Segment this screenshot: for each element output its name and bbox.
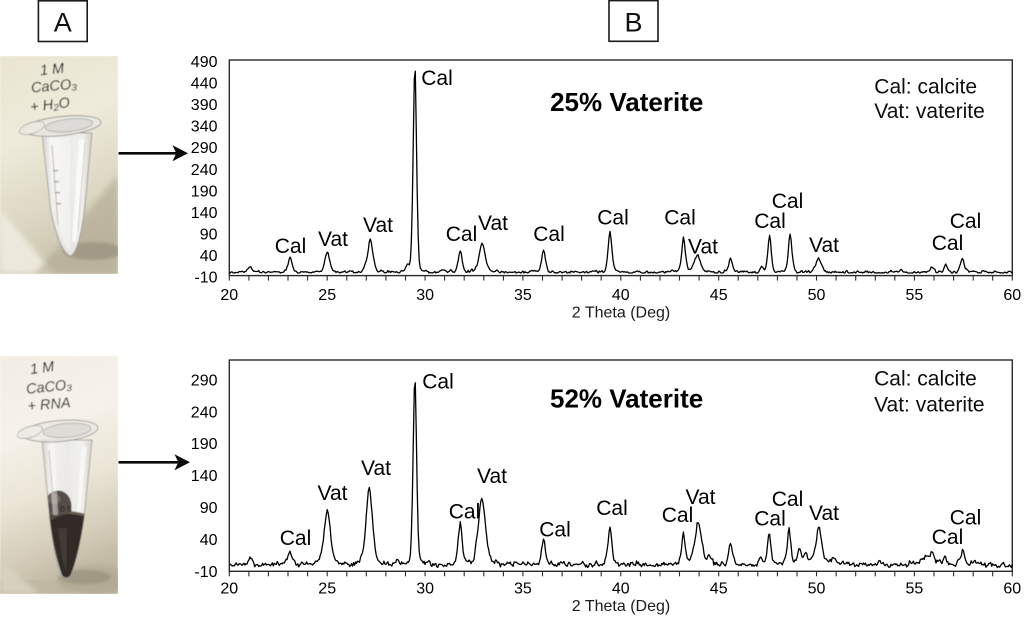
- svg-text:Vat: Vat: [361, 457, 391, 480]
- svg-text:45: 45: [710, 581, 728, 598]
- svg-text:Vat: Vat: [318, 228, 348, 251]
- svg-text:CaCO₃: CaCO₃: [25, 377, 73, 398]
- svg-text:Cal: Cal: [754, 210, 786, 233]
- svg-text:A: A: [54, 8, 72, 38]
- svg-text:CaCO₃: CaCO₃: [30, 77, 78, 97]
- svg-text:25: 25: [318, 287, 336, 304]
- svg-text:Vat: Vat: [363, 214, 393, 237]
- svg-text:Cal: Cal: [275, 235, 307, 258]
- svg-text:Vat: Vat: [809, 234, 839, 257]
- svg-text:Cal: Cal: [449, 500, 481, 523]
- svg-text:490: 490: [191, 54, 218, 71]
- svg-text:55: 55: [906, 581, 924, 598]
- svg-text:40: 40: [200, 532, 218, 549]
- svg-text:Vat: Vat: [809, 502, 839, 525]
- svg-text:440: 440: [191, 76, 218, 93]
- svg-text:Cal: Cal: [539, 519, 571, 542]
- svg-text:20: 20: [220, 287, 238, 304]
- svg-text:Cal: Cal: [664, 206, 696, 229]
- svg-text:Cal: calcite: Cal: calcite: [874, 368, 977, 391]
- svg-text:0.5: 0.5: [60, 504, 72, 514]
- svg-text:Cal: Cal: [597, 206, 629, 229]
- svg-text:25: 25: [318, 581, 336, 598]
- svg-text:45: 45: [710, 287, 728, 304]
- svg-text:50: 50: [808, 581, 826, 598]
- svg-text:Cal: Cal: [772, 488, 804, 511]
- svg-text:290: 290: [191, 140, 218, 157]
- svg-text:Cal: Cal: [422, 370, 454, 393]
- svg-text:20: 20: [220, 581, 238, 598]
- svg-text:Vat: Vat: [688, 235, 718, 258]
- svg-text:50: 50: [808, 287, 826, 304]
- svg-text:Cal: Cal: [662, 504, 694, 527]
- svg-text:Cal: Cal: [932, 526, 964, 549]
- svg-text:Cal: Cal: [950, 506, 982, 529]
- svg-text:Cal: Cal: [533, 223, 565, 246]
- svg-text:-10: -10: [194, 564, 217, 581]
- svg-text:1 M: 1 M: [39, 61, 66, 80]
- svg-text:240: 240: [191, 404, 218, 421]
- svg-text:Vat: Vat: [686, 486, 716, 509]
- svg-text:40: 40: [612, 581, 630, 598]
- svg-text:Cal: Cal: [772, 190, 804, 213]
- svg-text:140: 140: [191, 468, 218, 485]
- svg-text:Vat: Vat: [477, 465, 507, 488]
- svg-text:140: 140: [191, 205, 218, 222]
- svg-text:30: 30: [416, 581, 434, 598]
- svg-text:2 Theta (Deg): 2 Theta (Deg): [572, 598, 670, 615]
- svg-text:+ H₂O: + H₂O: [29, 95, 70, 116]
- svg-text:30: 30: [416, 287, 434, 304]
- svg-text:-10: -10: [194, 270, 217, 287]
- svg-text:190: 190: [191, 183, 218, 200]
- svg-text:35: 35: [514, 581, 532, 598]
- svg-text:55: 55: [906, 287, 924, 304]
- svg-text:290: 290: [191, 372, 218, 389]
- svg-text:40: 40: [612, 287, 630, 304]
- svg-text:90: 90: [200, 227, 218, 244]
- svg-text:Cal: calcite: Cal: calcite: [874, 76, 977, 99]
- svg-text:35: 35: [514, 287, 532, 304]
- svg-text:Cal: Cal: [421, 67, 453, 90]
- svg-text:40: 40: [200, 248, 218, 265]
- svg-text:Cal: Cal: [754, 507, 786, 530]
- svg-text:2 Theta (Deg): 2 Theta (Deg): [572, 305, 670, 322]
- svg-text:1 M: 1 M: [29, 359, 56, 378]
- svg-text:190: 190: [191, 436, 218, 453]
- svg-text:B: B: [624, 8, 642, 38]
- svg-text:90: 90: [200, 500, 218, 517]
- svg-text:Cal: Cal: [446, 223, 478, 246]
- svg-text:60: 60: [1003, 581, 1021, 598]
- svg-text:Cal: Cal: [932, 232, 964, 255]
- svg-text:Vat: Vat: [478, 212, 508, 235]
- svg-text:Vat: vaterite: Vat: vaterite: [874, 100, 985, 123]
- svg-text:+ RNA: + RNA: [27, 395, 71, 415]
- svg-text:Cal: Cal: [280, 527, 312, 550]
- svg-text:390: 390: [191, 97, 218, 114]
- svg-text:25% Vaterite: 25% Vaterite: [550, 87, 703, 117]
- svg-text:Vat: vaterite: Vat: vaterite: [874, 393, 985, 416]
- svg-text:240: 240: [191, 162, 218, 179]
- svg-text:340: 340: [191, 119, 218, 136]
- svg-text:Cal: Cal: [950, 210, 982, 233]
- svg-text:60: 60: [1003, 287, 1021, 304]
- svg-text:Cal: Cal: [596, 497, 628, 520]
- svg-text:52% Vaterite: 52% Vaterite: [550, 384, 703, 414]
- svg-text:Vat: Vat: [318, 482, 348, 505]
